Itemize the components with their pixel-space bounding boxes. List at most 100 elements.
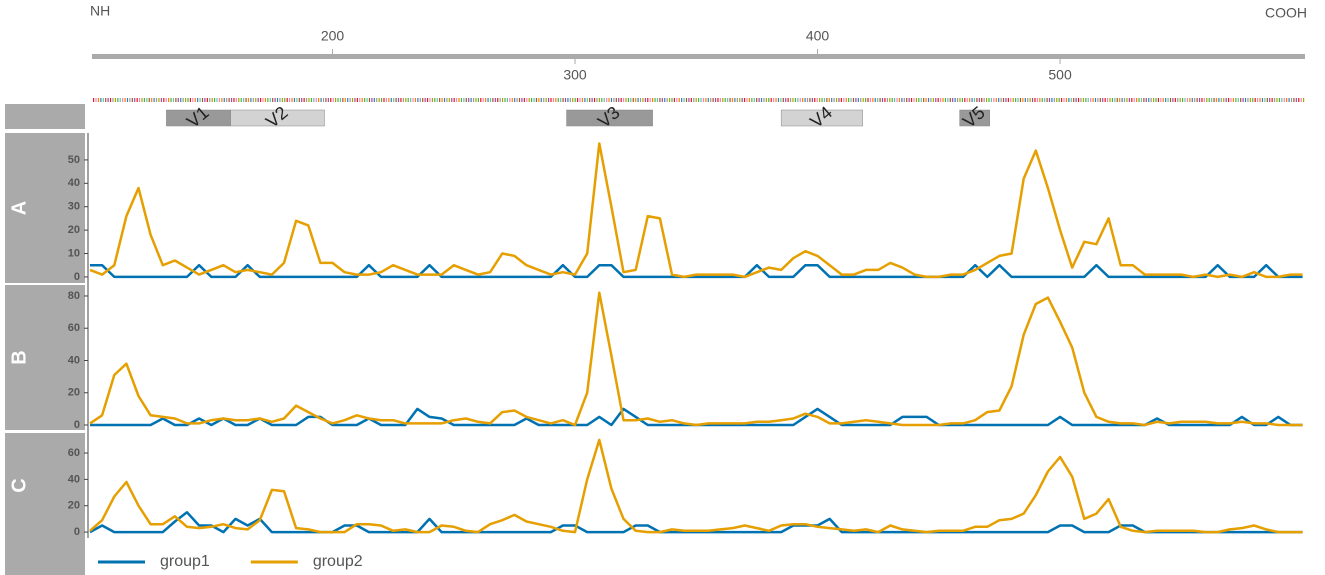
sequence-residue (540, 98, 542, 102)
sequence-residue (792, 98, 794, 102)
sequence-residue (446, 98, 448, 102)
sequence-residue (913, 98, 915, 102)
sequence-residue (756, 98, 758, 102)
sequence-residue (296, 98, 298, 102)
sequence-residue (760, 98, 763, 102)
sequence-residue (802, 98, 804, 102)
sequence-residue (214, 98, 216, 102)
sequence-residue (284, 98, 286, 102)
sequence-residue (158, 98, 160, 102)
sequence-residue (903, 98, 905, 102)
sequence-residue (422, 98, 424, 102)
sequence-residue (485, 98, 487, 102)
sequence-residue (1237, 98, 1239, 102)
sequence-residue (603, 98, 605, 102)
sequence-residue (956, 98, 959, 102)
sequence-residue (419, 98, 421, 102)
sequence-residue (724, 98, 726, 102)
sequence-residue (151, 98, 153, 102)
sequence-residue (806, 98, 809, 102)
sequence-residue (475, 98, 477, 102)
sequence-residue (226, 98, 228, 102)
sequence-residue (465, 98, 467, 102)
sequence-residue (998, 98, 1000, 102)
sequence-residue (1271, 98, 1273, 102)
sequence-residue (545, 98, 547, 102)
sequence-residue (148, 98, 150, 102)
sequence-residue (1235, 98, 1237, 102)
sequence-residue (952, 98, 954, 102)
sequence-residue (925, 98, 927, 102)
sequence-residue (1286, 98, 1288, 102)
sequence-residue (666, 98, 668, 102)
sequence-residue (927, 98, 930, 102)
sequence-residue (867, 98, 869, 102)
sequence-residue (547, 98, 550, 102)
sequence-residue (920, 98, 922, 102)
sequence-residue (511, 98, 513, 102)
sequence-residue (700, 98, 702, 102)
sequence-residue (649, 98, 651, 102)
y-tick-label: 60 (68, 447, 80, 459)
sequence-residue (1264, 98, 1266, 102)
sequence-residue (940, 98, 942, 102)
y-tick-label: 40 (68, 354, 80, 366)
sequence-residue (1000, 98, 1002, 102)
sequence-residue (453, 98, 455, 102)
sequence-residue (586, 98, 588, 102)
sequence-residue (659, 98, 661, 102)
sequence-residue (313, 98, 315, 102)
sequence-residue (262, 98, 264, 102)
sequence-residue (492, 98, 494, 102)
x-tick-label: 300 (563, 67, 587, 83)
sequence-residue (1116, 98, 1118, 102)
sequence-residue (1223, 98, 1225, 102)
sequence-residue (477, 98, 479, 102)
sequence-residue (351, 98, 354, 102)
sequence-residue (857, 98, 859, 102)
sequence-residue (673, 98, 675, 102)
sequence-residue (1092, 98, 1094, 102)
sequence-residue (862, 98, 864, 102)
sequence-residue (383, 98, 385, 102)
sequence-residue (439, 98, 441, 102)
sequence-residue (305, 98, 308, 102)
sequence-residue (656, 98, 659, 102)
sequence-residue (252, 98, 254, 102)
sequence-residue (414, 98, 417, 102)
sequence-residue (175, 98, 177, 102)
sequence-residue (923, 98, 925, 102)
sequence-residue (731, 98, 734, 102)
region-label: V3 (594, 102, 624, 131)
sequence-residue (843, 98, 845, 102)
sequence-residue (729, 98, 731, 102)
sequence-residue (727, 98, 729, 102)
sequence-residue (480, 98, 482, 102)
sequence-residue (368, 98, 371, 102)
sequence-residue (528, 98, 530, 102)
sequence-residue (993, 98, 995, 102)
y-tick-label: 20 (68, 500, 80, 512)
sequence-residue (814, 98, 816, 102)
y-tick-label: 20 (68, 224, 80, 236)
sequence-residue (896, 98, 898, 102)
sequence-residue (460, 98, 463, 102)
sequence-residue (303, 98, 305, 102)
sequence-residue (269, 98, 271, 102)
sequence-residue (642, 98, 644, 102)
sequence-residue (342, 98, 344, 102)
sequence-residue (1143, 98, 1145, 102)
sequence-residue (240, 98, 242, 102)
region-label: V4 (806, 102, 836, 131)
sequence-residue (426, 98, 429, 102)
sequence-residue (1189, 98, 1191, 102)
sequence-residue (1172, 98, 1174, 102)
sequence-residue (615, 98, 617, 102)
sequence-residue (243, 98, 245, 102)
sequence-residue (1041, 98, 1043, 102)
sequence-residue (518, 98, 521, 102)
sequence-residue (315, 98, 317, 102)
sequence-residue (1220, 98, 1222, 102)
sequence-residue (97, 98, 100, 102)
y-tick-label: 80 (68, 290, 80, 302)
